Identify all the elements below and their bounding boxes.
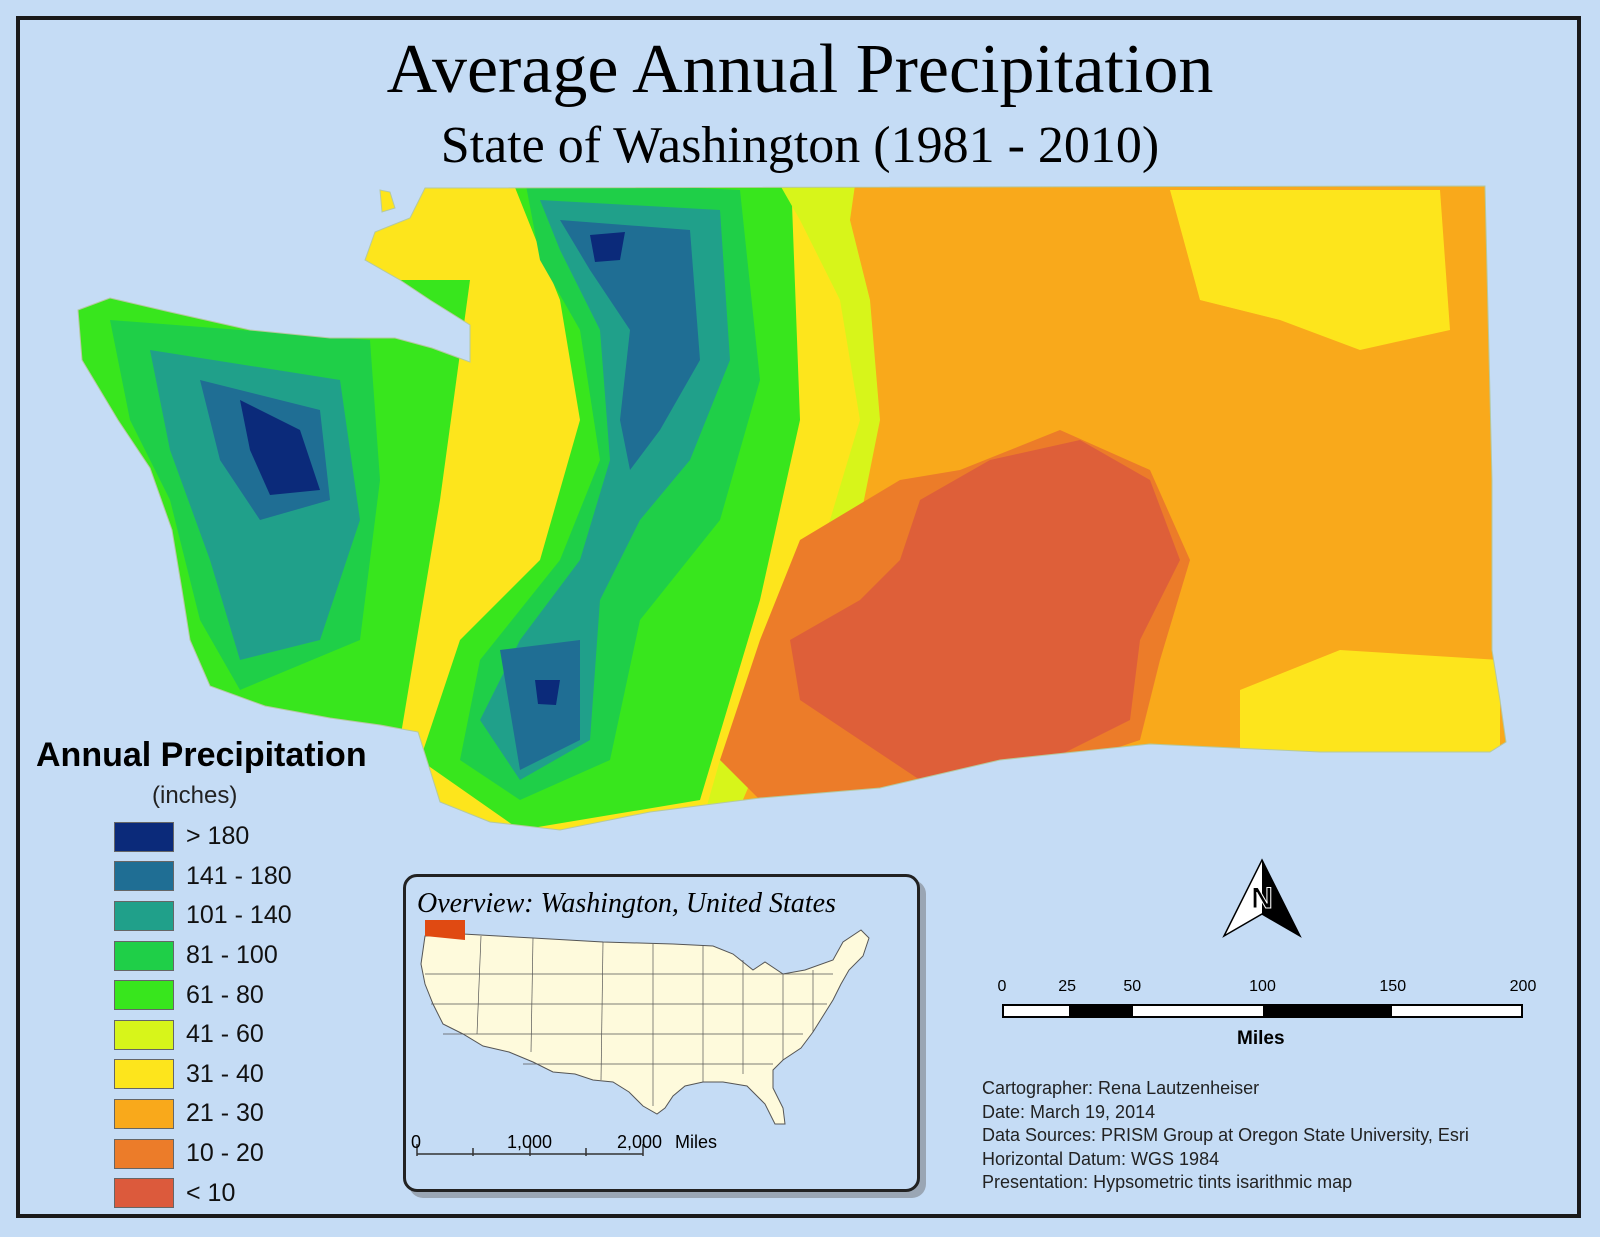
north-arrow-label: N bbox=[1251, 882, 1273, 915]
legend-label: > 180 bbox=[186, 822, 250, 851]
legend-label: 10 - 20 bbox=[186, 1139, 264, 1168]
legend-label: 141 - 180 bbox=[186, 861, 292, 890]
scale-bar-segments bbox=[1002, 1004, 1523, 1018]
scale-bar-segment bbox=[1391, 1006, 1521, 1016]
scale-bar-unit: Miles bbox=[1237, 1028, 1285, 1049]
scale-bar-segment bbox=[1068, 1006, 1134, 1016]
credit-horizontal-datum: Horizontal Datum: WGS 1984 bbox=[982, 1148, 1220, 1169]
legend-label: 31 - 40 bbox=[186, 1059, 264, 1088]
legend-label: 101 - 140 bbox=[186, 901, 292, 930]
map-subtitle: State of Washington (1981 - 2010) bbox=[440, 117, 1160, 174]
legend-swatch bbox=[114, 1098, 174, 1129]
legend-label: 21 - 30 bbox=[186, 1099, 264, 1128]
legend-swatch bbox=[114, 940, 174, 971]
map-credits: Cartographer: Rena Lautzenheiser Date: M… bbox=[982, 1077, 1469, 1195]
legend-item: 101 - 140 bbox=[114, 896, 292, 936]
overview-scale-tick: 2,000 bbox=[617, 1132, 663, 1152]
olympic-over-180-zone bbox=[240, 400, 320, 495]
northeast-31-40-zone bbox=[1170, 190, 1500, 760]
scale-bar: Miles 0 25 50 100 150 200 bbox=[997, 978, 1537, 1049]
legend-label: < 10 bbox=[186, 1178, 236, 1207]
legend-swatch bbox=[114, 980, 174, 1011]
overview-scale-tick: 0 bbox=[411, 1132, 422, 1152]
scale-bar-segment bbox=[1262, 1006, 1392, 1016]
scale-bar-tick: 50 bbox=[1123, 978, 1142, 995]
legend-label: 61 - 80 bbox=[186, 980, 264, 1009]
overview-title: Overview: Washington, United States bbox=[417, 888, 836, 919]
scale-bar-tick: 150 bbox=[1379, 978, 1407, 995]
scale-bar-tick: 25 bbox=[1058, 978, 1077, 995]
credit-cartographer: Cartographer: Rena Lautzenheiser bbox=[982, 1078, 1260, 1098]
legend-swatch bbox=[114, 821, 174, 852]
overview-inset: Overview: Washington, United States 0 1,… bbox=[403, 874, 920, 1192]
legend-item: 31 - 40 bbox=[114, 1055, 292, 1095]
overview-scale-bar bbox=[416, 1144, 644, 1156]
credit-data-sources: Data Sources: PRISM Group at Oregon Stat… bbox=[982, 1125, 1469, 1145]
north-arrow: N bbox=[1222, 858, 1302, 938]
map-border bbox=[16, 16, 1581, 1218]
basin-under-10-zone bbox=[790, 440, 1180, 780]
north-arrow-right-half bbox=[1262, 860, 1300, 936]
legend-unit: (inches) bbox=[152, 782, 238, 809]
legend-item: 141 - 180 bbox=[114, 857, 292, 897]
legend-swatch bbox=[114, 1059, 174, 1090]
credit-presentation: Presentation: Hypsometric tints isarithm… bbox=[982, 1172, 1353, 1192]
legend-item: > 180 bbox=[114, 817, 292, 857]
legend-swatch bbox=[114, 861, 174, 892]
legend-title: Annual Precipitation bbox=[36, 736, 367, 774]
scale-bar-tick: 0 bbox=[997, 978, 1007, 995]
us-overview-map bbox=[416, 920, 870, 1156]
legend-item: < 10 bbox=[114, 1173, 292, 1213]
legend-item: 61 - 80 bbox=[114, 975, 292, 1015]
legend-swatch bbox=[114, 1138, 174, 1169]
legend-swatch bbox=[114, 1019, 174, 1050]
legend-item: 81 - 100 bbox=[114, 936, 292, 976]
overview-scale-unit: Miles bbox=[675, 1132, 718, 1152]
contiguous-us-shape bbox=[420, 929, 870, 1125]
legend-label: 81 - 100 bbox=[186, 941, 278, 970]
precipitation-legend: > 180 141 - 180 101 - 140 81 - 100 61 - 80 41… bbox=[114, 817, 292, 1213]
state-boundaries bbox=[425, 935, 833, 1106]
scale-bar-segment bbox=[1133, 1006, 1263, 1016]
cascades-141-180-zone bbox=[500, 220, 700, 770]
credit-date: Date: March 19, 2014 bbox=[982, 1101, 1156, 1122]
legend-item: 41 - 60 bbox=[114, 1015, 292, 1055]
washington-highlight bbox=[425, 920, 465, 940]
legend-label: 41 - 60 bbox=[186, 1020, 264, 1049]
legend-swatch bbox=[114, 900, 174, 931]
washington-outline bbox=[77, 185, 1507, 831]
map-title: Average Annual Precipitation bbox=[386, 31, 1214, 108]
legend-item: 10 - 20 bbox=[114, 1134, 292, 1174]
scale-bar-segment bbox=[1004, 1006, 1069, 1016]
legend-item: 21 - 30 bbox=[114, 1094, 292, 1134]
scale-bar-tick: 100 bbox=[1249, 978, 1276, 995]
scale-bar-tick: 200 bbox=[1509, 978, 1537, 995]
overview-scale-tick: 1,000 bbox=[507, 1132, 553, 1152]
legend-swatch bbox=[114, 1178, 174, 1209]
